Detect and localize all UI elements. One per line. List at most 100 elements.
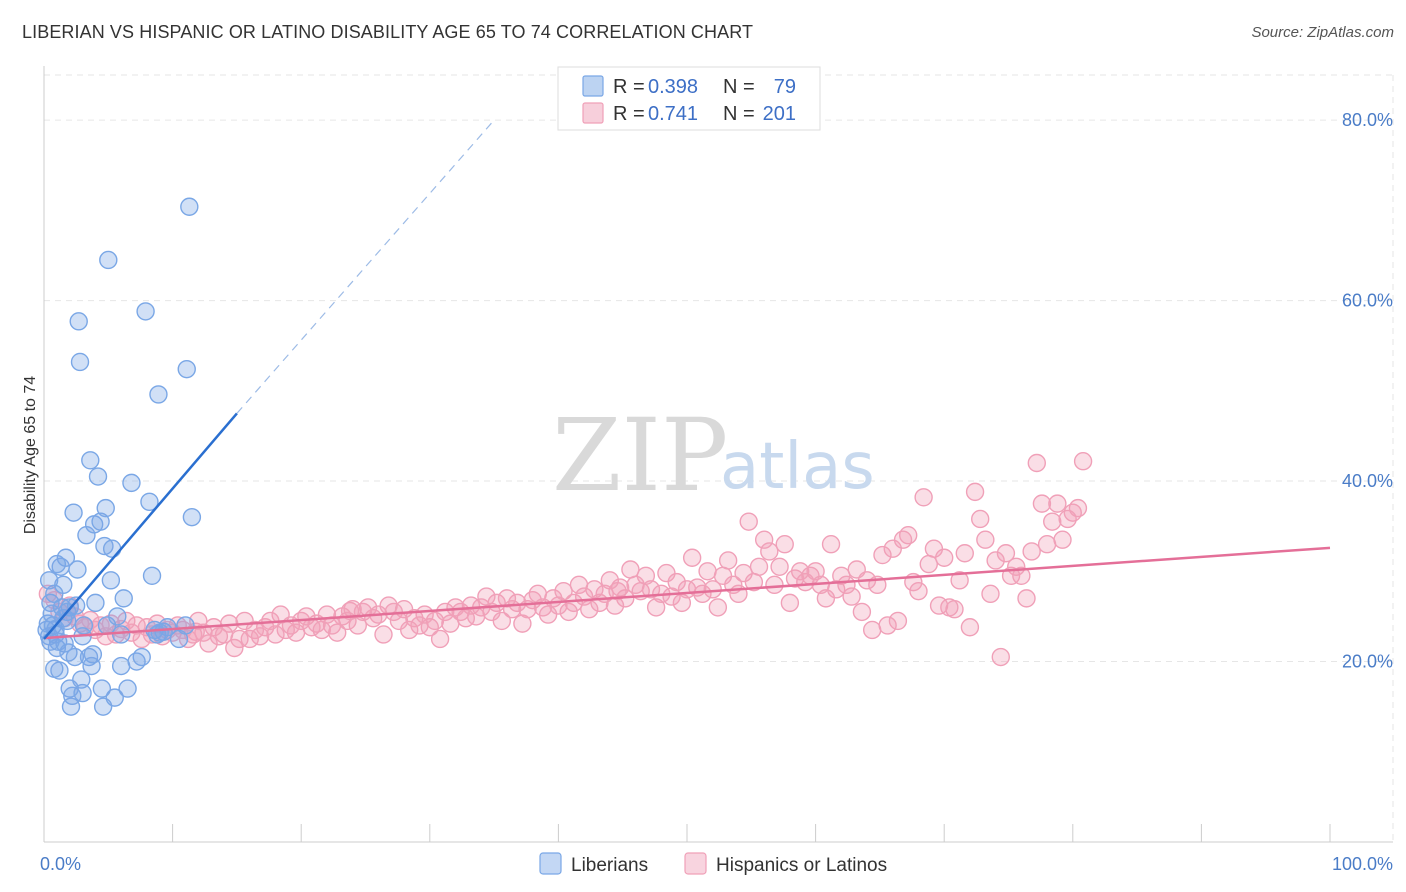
hispanic-point (790, 562, 810, 581)
liberian-point (105, 688, 124, 707)
hispanic-point (986, 551, 1005, 570)
hispanic-point (559, 602, 578, 622)
hispanic-point (1048, 494, 1067, 513)
liberian-point (177, 359, 196, 379)
liberian-point (142, 566, 162, 586)
liberian-point (81, 451, 100, 470)
hispanic-point (250, 627, 270, 646)
y-tick-label: 20.0% (1342, 652, 1393, 672)
chart-title: LIBERIAN VS HISPANIC OR LATINO DISABILIT… (22, 22, 754, 42)
liberian-point (122, 473, 141, 493)
legend-r-label: R = (613, 103, 645, 125)
hispanic-point (914, 488, 933, 507)
hispanic-point (806, 562, 825, 581)
bottom-legend: Liberians Hispanics or Latinos (539, 852, 887, 876)
hispanic-point (508, 593, 527, 613)
y-tick-label: 40.0% (1342, 471, 1393, 491)
hispanic-point (945, 599, 964, 619)
hispanic-point (1043, 512, 1062, 531)
hispanic-point (693, 584, 712, 604)
hispanic-point (971, 509, 990, 529)
hispanic-point (230, 629, 249, 649)
hispanic-point (1017, 589, 1036, 608)
liberian-point (47, 554, 67, 574)
hispanic-point (225, 638, 244, 658)
hispanic-point (266, 625, 285, 644)
liberian-point (111, 656, 131, 676)
hispanic-point (878, 616, 897, 635)
liberian-trend-line (43, 412, 238, 640)
legend-n-value: 201 (763, 103, 796, 125)
hispanic-point (739, 512, 758, 531)
liberian-point (86, 593, 105, 613)
hispanic-point (1073, 452, 1093, 471)
watermark-atlas: atlas (720, 430, 875, 504)
liberian-point (180, 197, 199, 216)
x-tick-label: 0.0% (40, 854, 81, 874)
hispanic-point (646, 598, 666, 617)
liberian-point (114, 589, 133, 608)
liberian-point (83, 645, 103, 664)
y-axis-label: Disability Age 65 to 74 (22, 376, 39, 534)
liberian-point (118, 679, 137, 698)
liberian-point (108, 607, 127, 626)
hispanic-point (852, 602, 872, 622)
hispanic-point (621, 560, 640, 579)
hispanic-point (919, 554, 938, 574)
liberian-point (182, 507, 202, 527)
hispanic-point (965, 482, 985, 502)
hispanic-point (608, 581, 627, 601)
hispanic-point (698, 562, 717, 581)
liberian-point (88, 467, 108, 486)
hispanic-point (1022, 542, 1041, 561)
hispanic-point (636, 566, 656, 586)
liberian-point (64, 503, 83, 522)
liberian-trend-extension (236, 119, 495, 414)
hispanic-point (770, 557, 789, 576)
hispanic-point (821, 535, 841, 554)
liberian-point (54, 575, 73, 595)
hispanic-point (826, 580, 846, 599)
liberian-point (55, 634, 74, 653)
legend-r-value: 0.398 (648, 76, 698, 98)
hispanic-point (862, 620, 882, 640)
liberian-point (136, 302, 155, 321)
legend-r-value: 0.741 (648, 103, 698, 125)
y-tick-label: 60.0% (1342, 291, 1393, 311)
liberian-point (39, 571, 59, 590)
source-label: Source: ZipAtlas.com (1251, 24, 1394, 41)
liberian-point (65, 647, 85, 667)
legend-swatch (582, 102, 604, 124)
liberian-point (66, 596, 86, 615)
hispanic-point (991, 647, 1010, 667)
hispanic-point (888, 611, 908, 631)
liberian-point (101, 571, 121, 590)
hispanic-point (832, 566, 851, 586)
hispanic-point (1012, 566, 1031, 586)
legend-r-label: R = (613, 76, 645, 98)
hispanic-point (775, 535, 794, 554)
liberian-point (91, 512, 110, 531)
hispanic-point (981, 584, 1000, 604)
legend-swatch (582, 75, 604, 97)
liberian-point (45, 659, 64, 678)
hispanic-point (760, 542, 779, 561)
hispanic-point (117, 611, 136, 631)
hispanic-point (374, 625, 393, 644)
liberian-point (92, 679, 112, 698)
hispanic-point (718, 551, 738, 570)
hispanic-trend-line (43, 546, 1331, 640)
hispanic-point (754, 530, 774, 549)
liberian-point (99, 250, 118, 270)
hispanic-point (667, 572, 686, 592)
y-tick-label: 80.0% (1342, 110, 1393, 130)
legend-n-label: N = (723, 76, 755, 98)
hispanic-point (328, 623, 347, 642)
hispanic-point (780, 593, 800, 613)
liberian-point (149, 385, 168, 404)
hispanic-point (708, 598, 728, 617)
hispanic-point (497, 589, 517, 608)
hispanic-point (436, 602, 455, 622)
hispanic-point (996, 544, 1016, 563)
hispanic-point (898, 526, 918, 545)
